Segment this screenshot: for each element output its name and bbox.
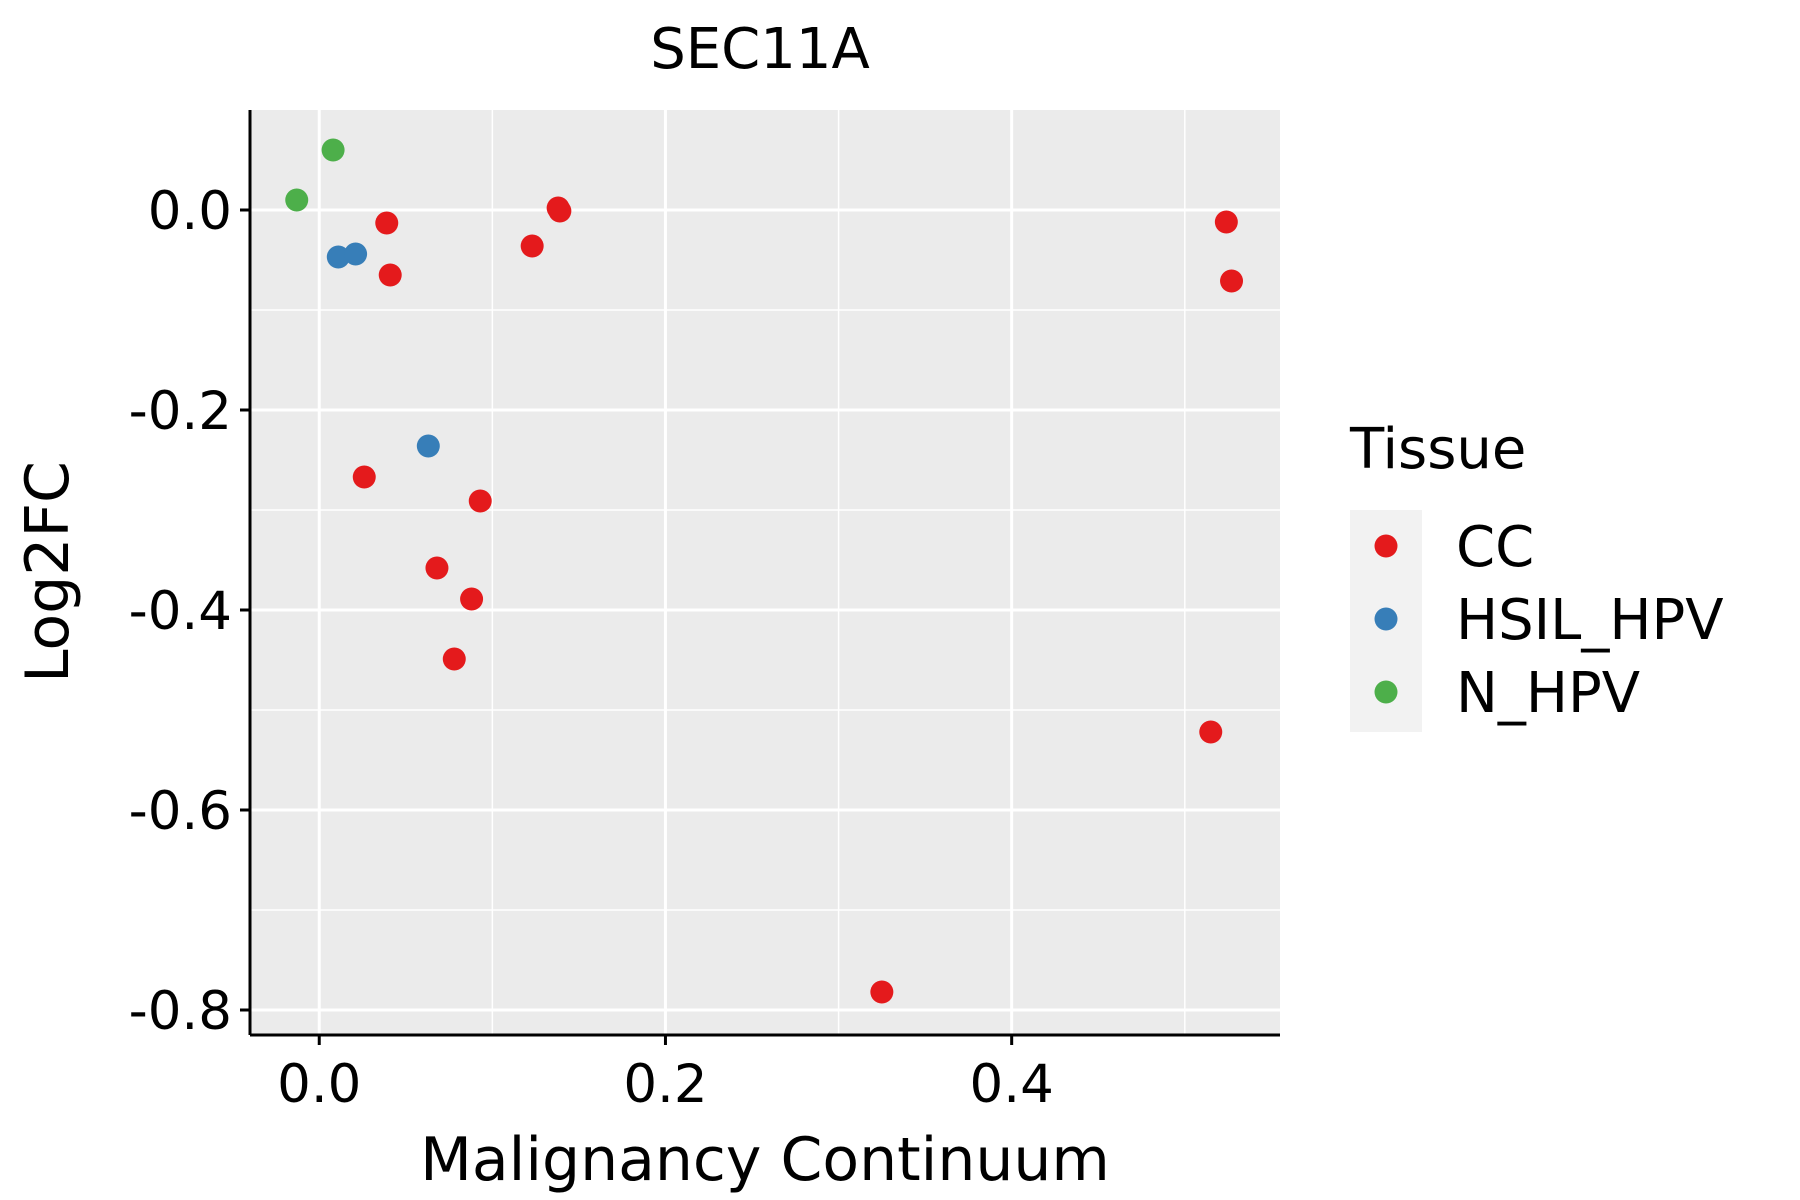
legend-label-n-hpv: N_HPV [1456, 661, 1640, 726]
point-cc [1214, 210, 1238, 234]
x-tick-label: 0.0 [277, 1054, 361, 1115]
y-tick-label: 0.0 [148, 181, 232, 242]
legend-key-cc [1374, 534, 1398, 558]
legend-label-cc: CC [1456, 515, 1534, 580]
plot-panel [250, 110, 1280, 1035]
x-tick-label: 0.2 [623, 1054, 707, 1115]
point-hsil-hpv [344, 242, 368, 266]
point-cc [378, 263, 402, 287]
point-cc [460, 587, 484, 611]
point-cc [870, 980, 894, 1004]
y-tick-label: -0.8 [129, 981, 232, 1042]
point-cc [548, 199, 572, 223]
point-cc [468, 489, 492, 513]
minor-gridlines [250, 110, 1280, 1035]
legend-title: Tissue [1349, 417, 1526, 482]
x-axis-title: Malignancy Continuum [420, 1125, 1110, 1195]
point-n-hpv [321, 138, 345, 162]
y-axis-ticks: 0.0 -0.2 -0.4 -0.6 -0.8 [129, 181, 250, 1042]
point-cc [520, 234, 544, 258]
legend-label-hsil-hpv: HSIL_HPV [1456, 588, 1724, 653]
y-axis-title: Log2FC [13, 461, 83, 683]
point-cc [1220, 269, 1244, 293]
legend-key-n-hpv [1374, 680, 1398, 704]
major-gridlines [250, 110, 1280, 1035]
data-points [285, 138, 1244, 1004]
chart-title: SEC11A [650, 17, 870, 82]
point-cc [375, 211, 399, 235]
legend-entries: CC HSIL_HPV N_HPV [1374, 515, 1724, 726]
x-axis-ticks: 0.0 0.2 0.4 [277, 1035, 1054, 1115]
point-cc [352, 465, 376, 489]
y-tick-label: -0.6 [129, 781, 232, 842]
point-cc [1199, 720, 1223, 744]
point-hsil-hpv [416, 434, 440, 458]
point-n-hpv [285, 188, 309, 212]
point-hsil-hpv [326, 245, 350, 269]
point-cc [425, 556, 449, 580]
y-tick-label: -0.4 [129, 581, 232, 642]
x-tick-label: 0.4 [970, 1054, 1054, 1115]
legend-key-hsil-hpv [1374, 607, 1398, 631]
legend: Tissue CC HSIL_HPV N_HPV [1349, 417, 1724, 732]
y-tick-label: -0.2 [129, 381, 232, 442]
point-cc [442, 647, 466, 671]
